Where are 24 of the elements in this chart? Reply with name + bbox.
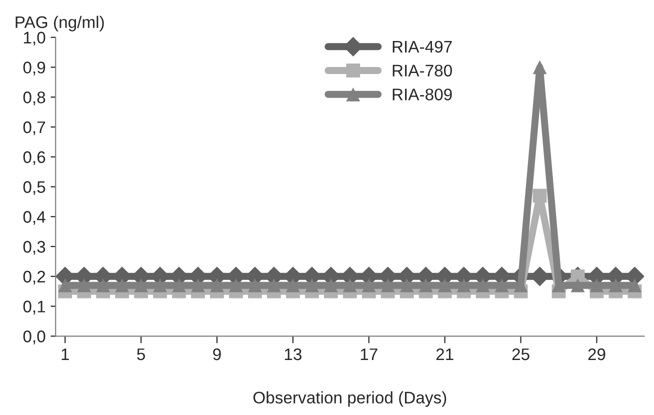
y-tick-label: 0,6 bbox=[23, 151, 46, 166]
x-tick-label: 5 bbox=[137, 348, 145, 360]
y-tick-label: 0,1 bbox=[23, 300, 46, 314]
y-tick-label: 0,4 bbox=[23, 211, 46, 225]
y-tick-label: 0,5 bbox=[23, 181, 46, 195]
x-axis-title: Observation period (Days) bbox=[253, 391, 446, 407]
legend-label: RIA-809 bbox=[392, 88, 452, 100]
x-tick-label: 21 bbox=[436, 348, 454, 360]
y-tick-label: 0,7 bbox=[23, 121, 46, 136]
x-tick-label: 1 bbox=[62, 348, 69, 360]
y-axis-title: PAG (ng/ml) bbox=[16, 16, 104, 32]
legend-label: RIA-497 bbox=[392, 40, 452, 53]
y-tick-label: 1,0 bbox=[24, 32, 46, 46]
x-tick-label: 25 bbox=[512, 348, 530, 360]
x-tick-label: 9 bbox=[213, 348, 221, 360]
x-tick-label: 17 bbox=[360, 348, 378, 360]
legend-label: RIA-780 bbox=[392, 64, 452, 77]
x-tick-label: 13 bbox=[284, 348, 302, 360]
y-tick-label: 0,9 bbox=[23, 62, 46, 76]
y-tick-label: 0,2 bbox=[23, 270, 46, 285]
y-tick-label: 0,3 bbox=[23, 240, 46, 255]
x-tick-label: 29 bbox=[588, 348, 606, 360]
y-tick-label: 0,8 bbox=[23, 92, 46, 106]
y-tick-label: 0,0 bbox=[23, 330, 46, 344]
